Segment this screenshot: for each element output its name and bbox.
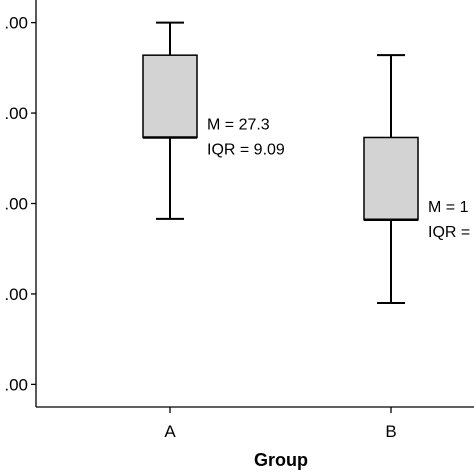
plot-area: M = 27.3 IQR = 9.09 M = 1 IQR = xyxy=(142,21,470,304)
y-tick-label: .00 xyxy=(4,104,28,123)
box-annotation: IQR = xyxy=(428,224,470,241)
box-annotation: M = 1 xyxy=(428,199,469,216)
box-annotation: IQR = 9.09 xyxy=(207,141,285,158)
y-tick-label: .00 xyxy=(4,195,28,214)
x-axis-title: Group xyxy=(254,450,308,470)
box xyxy=(363,136,419,221)
y-axis: .00 .00 .00 .00 .00 xyxy=(4,0,37,407)
y-tick-label: .00 xyxy=(4,375,28,394)
y-tick-label: .00 xyxy=(4,285,28,304)
y-tick-label: .00 xyxy=(4,14,28,33)
box xyxy=(142,54,198,139)
x-tick-label: B xyxy=(385,422,396,441)
x-tick-label: A xyxy=(164,422,176,441)
box-group-a: M = 27.3 IQR = 9.09 xyxy=(142,21,285,220)
box-annotation: M = 27.3 xyxy=(207,116,270,133)
box-group-b: M = 1 IQR = xyxy=(363,54,470,304)
